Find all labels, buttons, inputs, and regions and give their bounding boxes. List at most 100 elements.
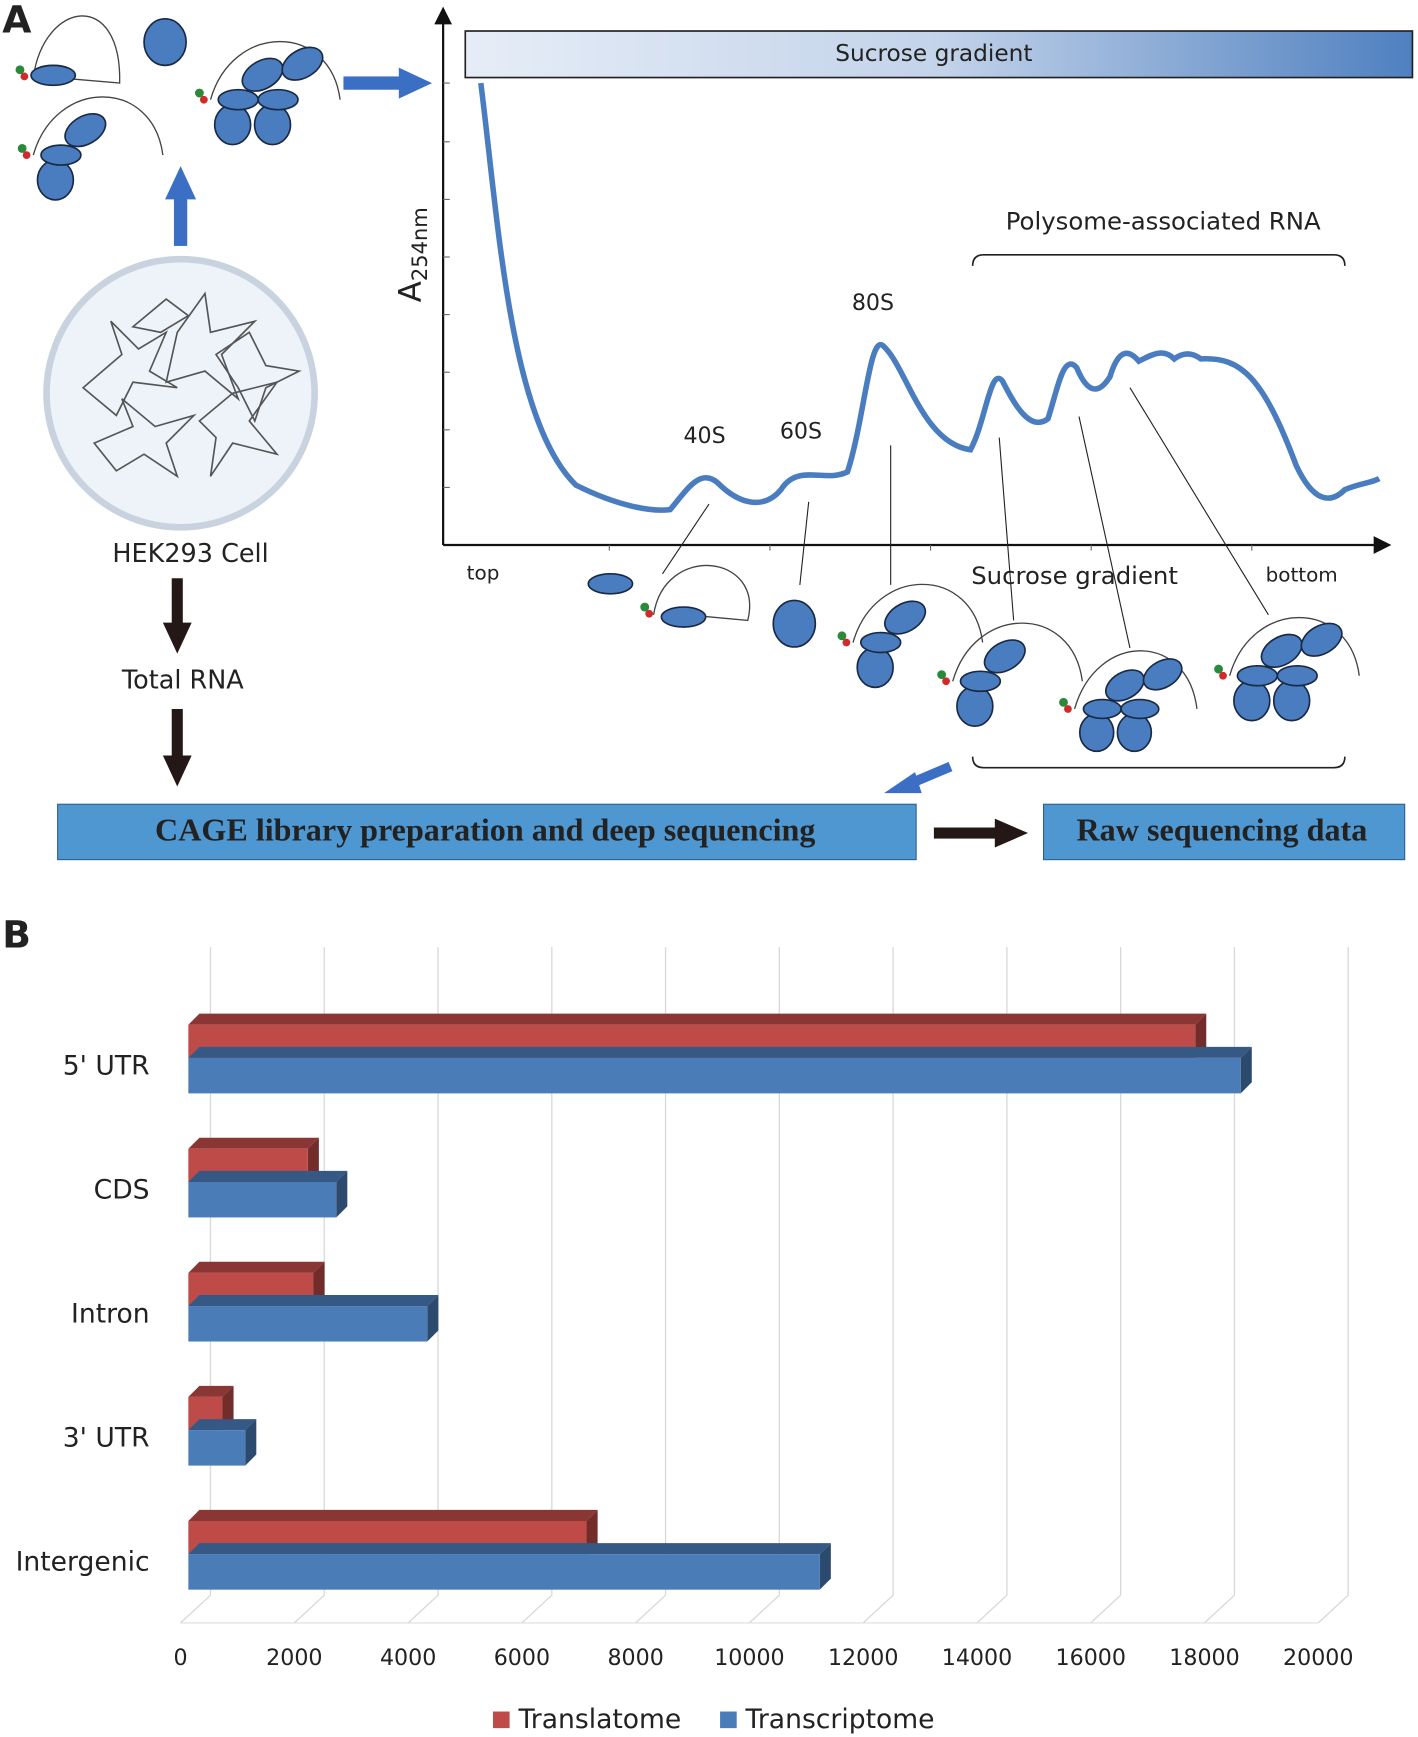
grid-line bbox=[1204, 947, 1236, 1624]
panel-label: A bbox=[2, 0, 31, 42]
absorbance-profile bbox=[478, 82, 1381, 513]
subunit bbox=[1233, 679, 1271, 722]
grid-line bbox=[1090, 947, 1122, 1624]
y-tick-label: 5' UTR bbox=[63, 1050, 150, 1081]
peak-label: 80S bbox=[852, 290, 894, 316]
subunit bbox=[40, 144, 82, 166]
y-tick-label: CDS bbox=[94, 1174, 150, 1205]
bar-top bbox=[188, 1137, 319, 1149]
arrows bbox=[162, 67, 1029, 848]
pointer-lines bbox=[662, 387, 1269, 649]
legend-swatch bbox=[720, 1711, 737, 1729]
bar-side bbox=[427, 1294, 439, 1342]
panel-label: B bbox=[2, 913, 31, 957]
subunit bbox=[1105, 669, 1145, 702]
subunit bbox=[253, 103, 292, 146]
bar bbox=[188, 1430, 246, 1466]
cap bbox=[645, 609, 654, 618]
ribosome-icons bbox=[15, 15, 1360, 753]
cap bbox=[20, 72, 29, 81]
x-tick-label: 10000 bbox=[714, 1645, 784, 1671]
subunit bbox=[1272, 679, 1311, 722]
cap bbox=[199, 95, 208, 104]
subunit bbox=[772, 599, 817, 648]
grid-line bbox=[635, 947, 667, 1624]
cap bbox=[194, 88, 204, 98]
x-tick-label: 14000 bbox=[942, 1645, 1012, 1671]
y-axis-label-sub: 254nm bbox=[407, 207, 432, 281]
x-tick-label: 20000 bbox=[1283, 1645, 1353, 1671]
subunit bbox=[36, 159, 75, 201]
grid-line bbox=[1317, 947, 1349, 1624]
x-tick-label: 6000 bbox=[494, 1645, 550, 1671]
bar-top bbox=[188, 1509, 598, 1521]
bar-top bbox=[188, 1419, 257, 1431]
bar bbox=[188, 1182, 337, 1218]
subunit bbox=[1300, 622, 1343, 657]
cap bbox=[1059, 697, 1068, 707]
axis-ticks bbox=[443, 82, 1253, 551]
grid-line bbox=[976, 947, 1008, 1624]
x-tick-label: 18000 bbox=[1169, 1645, 1239, 1671]
x-tick-label: 4000 bbox=[380, 1645, 436, 1671]
bracket bbox=[971, 253, 1346, 266]
legend-swatch bbox=[492, 1711, 510, 1729]
y-tick-label: Intergenic bbox=[16, 1547, 150, 1578]
mrna bbox=[652, 564, 751, 622]
subunit bbox=[1078, 712, 1115, 753]
y-axis-label-main: A bbox=[393, 281, 429, 302]
subunit bbox=[1120, 698, 1160, 720]
cap bbox=[942, 677, 950, 686]
subunit bbox=[983, 639, 1026, 674]
legend-label: Translatome bbox=[517, 1704, 681, 1735]
subunit bbox=[859, 631, 902, 654]
mrna bbox=[852, 583, 984, 643]
y-tick-label: 3' UTR bbox=[63, 1423, 150, 1454]
subunit bbox=[660, 606, 707, 628]
subunit bbox=[587, 572, 634, 595]
cap bbox=[640, 602, 650, 612]
y-tick-label: Intron bbox=[71, 1298, 150, 1329]
rna-label: Total RNA bbox=[121, 665, 244, 695]
subunit bbox=[1116, 712, 1153, 753]
data-box bbox=[1042, 803, 1406, 861]
bar-top bbox=[188, 1385, 234, 1397]
mrna bbox=[209, 41, 341, 100]
cap bbox=[1219, 671, 1227, 680]
bar-side bbox=[222, 1385, 234, 1431]
bar-side bbox=[1240, 1046, 1252, 1094]
grid-line bbox=[293, 947, 325, 1624]
bar bbox=[188, 1554, 820, 1590]
library-box bbox=[57, 803, 917, 861]
bar-side bbox=[245, 1419, 257, 1466]
subunit bbox=[30, 64, 77, 87]
x-tick-label: 12000 bbox=[828, 1645, 898, 1671]
data-box-label: Raw sequencing data bbox=[1076, 811, 1367, 847]
mrna bbox=[1229, 617, 1360, 676]
library-box-label: CAGE library preparation and deep sequen… bbox=[155, 811, 815, 847]
bar bbox=[188, 1057, 1241, 1094]
subunit bbox=[143, 18, 187, 67]
subunit bbox=[257, 88, 299, 111]
x-tick-label: 16000 bbox=[1056, 1645, 1126, 1671]
mrna bbox=[952, 622, 1083, 682]
subunit bbox=[959, 670, 1002, 693]
mrna bbox=[32, 96, 164, 156]
mrna bbox=[32, 15, 121, 84]
bar-side bbox=[336, 1170, 348, 1218]
x-middle-label: Sucrose gradient bbox=[971, 561, 1178, 590]
subunit bbox=[64, 113, 107, 148]
gradient-bar bbox=[464, 30, 1414, 79]
peak-label: 40S bbox=[683, 423, 725, 449]
y-axis-label: A254nm bbox=[393, 207, 432, 302]
subunit bbox=[1276, 664, 1319, 687]
chart: 0 2000 4000 6000 8000 10000 12000 14000 16000 180… bbox=[16, 947, 1353, 1735]
bar-top bbox=[188, 1294, 439, 1307]
polysome-label: Polysome-associated RNA bbox=[1006, 207, 1321, 236]
legend-label: Transcriptome bbox=[745, 1704, 935, 1735]
bar-top bbox=[188, 1046, 1252, 1058]
bar-top bbox=[188, 1543, 831, 1555]
bracket bbox=[971, 756, 1346, 769]
